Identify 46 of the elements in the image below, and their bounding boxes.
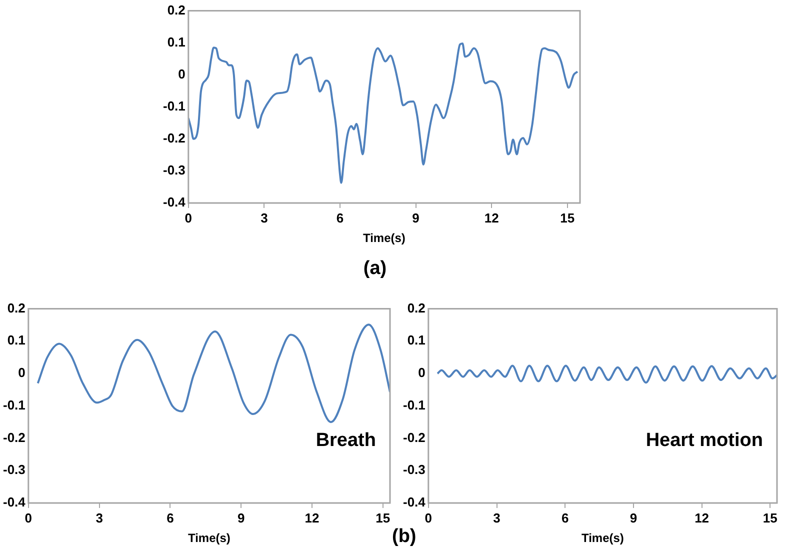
x-tick-label: 15 — [376, 510, 390, 526]
y-tick-label: -0.2 — [162, 130, 186, 146]
y-tick-label: 0 — [18, 365, 26, 380]
y-tick-label: 0.2 — [407, 300, 426, 316]
x-tick-label: 9 — [630, 510, 638, 526]
y-tick-label: -0.1 — [402, 397, 426, 412]
y-tick-label: 0.1 — [7, 332, 26, 348]
x-tick-label: 9 — [412, 210, 420, 226]
series-label: Breath — [316, 430, 376, 452]
x-tick-label: 12 — [694, 510, 710, 526]
x-tick-label: 3 — [260, 210, 268, 226]
y-tick-label: -0.3 — [2, 462, 26, 478]
y-tick-label: 0.2 — [7, 300, 26, 316]
y-tick-label: -0.2 — [2, 430, 26, 445]
x-axis-title: Time(s) — [188, 531, 230, 546]
y-tick-label: 0.2 — [167, 2, 186, 18]
x-tick-label: 3 — [96, 510, 103, 526]
y-tick-label: -0.4 — [402, 494, 426, 510]
y-tick-label: -0.1 — [162, 98, 186, 114]
y-tick-label: 0.1 — [407, 332, 426, 348]
y-tick-label: -0.1 — [2, 397, 26, 412]
y-tick-label: -0.3 — [402, 462, 426, 478]
y-tick-label: -0.2 — [402, 430, 426, 445]
text: (a) — [362, 258, 388, 280]
x-tick-label: 12 — [484, 210, 499, 226]
x-axis-title: Time(s) — [362, 231, 406, 246]
x-tick-label: 6 — [166, 510, 174, 526]
x-tick-label: 15 — [762, 510, 778, 526]
y-tick-label: 0 — [418, 365, 426, 380]
x-tick-label: 15 — [560, 210, 575, 226]
x-tick-label: 6 — [336, 210, 344, 226]
x-axis-title: Time(s) — [581, 531, 624, 546]
x-tick-label: 12 — [304, 510, 320, 526]
y-tick-label: -0.4 — [2, 494, 26, 510]
text: Heart motion — [646, 430, 763, 452]
x-tick-label: 9 — [237, 510, 245, 526]
y-tick-label: -0.3 — [162, 162, 186, 178]
text: (b) — [392, 526, 416, 548]
y-tick-label: 0 — [178, 66, 186, 82]
x-tick-label: 3 — [493, 510, 500, 526]
y-tick-label: 0.1 — [167, 34, 186, 50]
x-tick-label: 6 — [561, 510, 569, 526]
line-series — [36, 324, 390, 424]
line-series — [188, 42, 578, 184]
y-tick-label: -0.4 — [162, 194, 186, 210]
line-series — [436, 364, 777, 384]
